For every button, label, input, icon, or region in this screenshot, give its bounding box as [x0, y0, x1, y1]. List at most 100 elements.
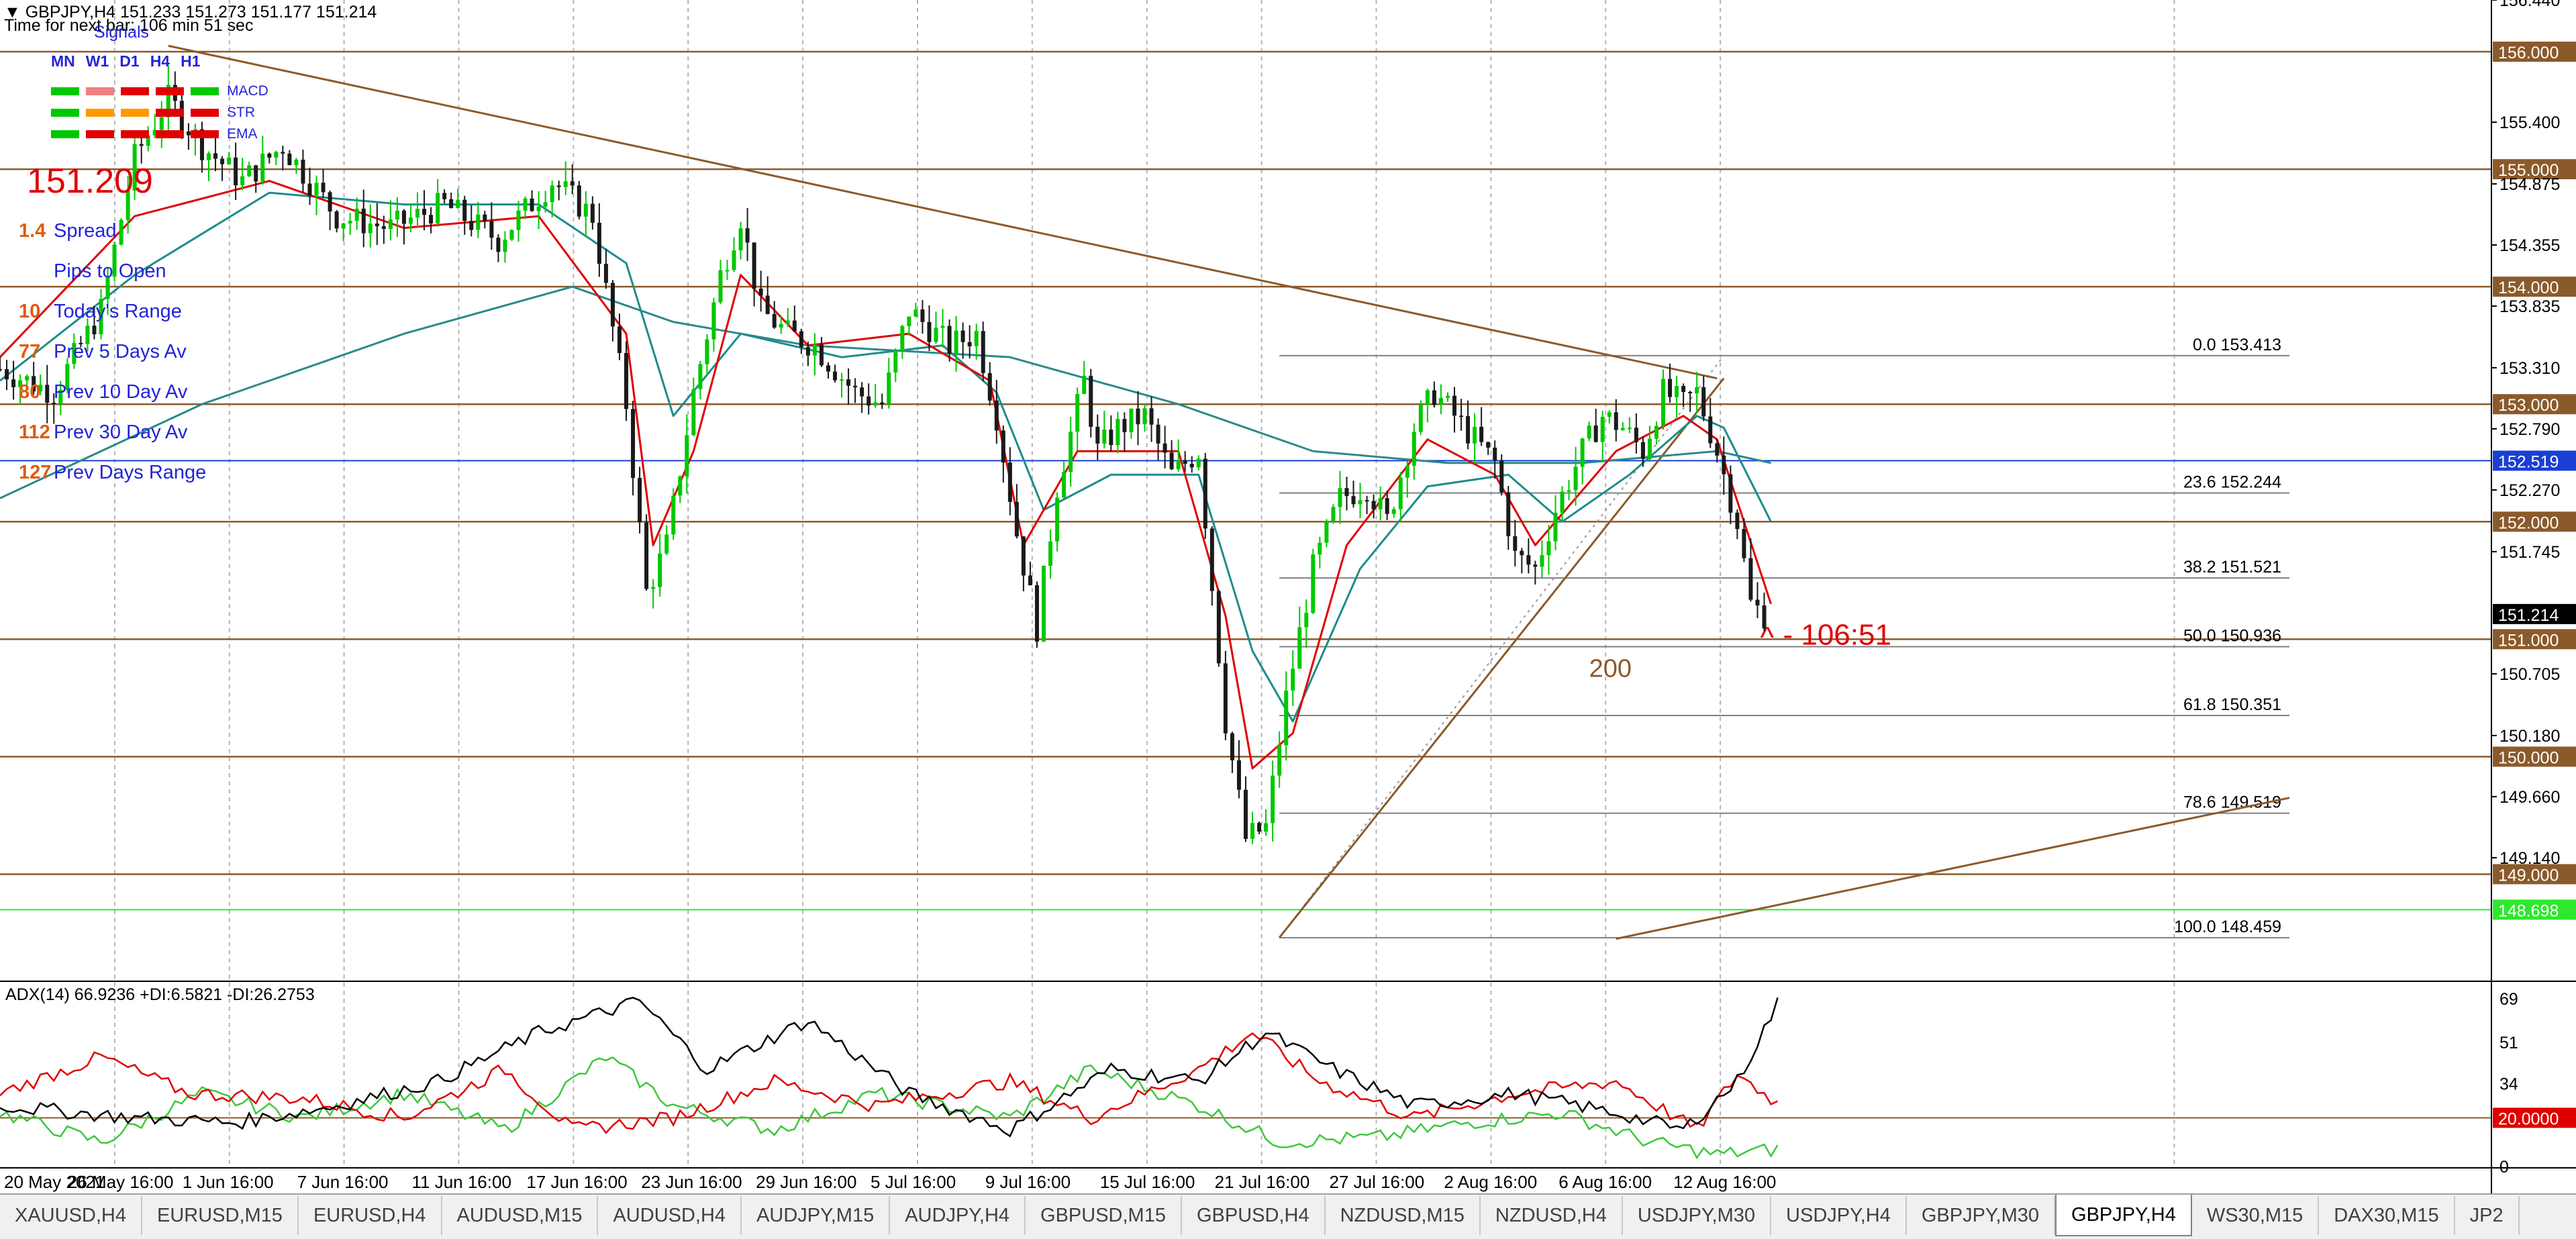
candle-body	[1600, 417, 1605, 442]
candle-body	[1378, 498, 1383, 509]
candle-body	[206, 153, 211, 160]
chart-tab[interactable]: AUDJPY,H4	[890, 1196, 1026, 1235]
candle-body	[1176, 460, 1181, 470]
signal-indicator	[51, 130, 79, 138]
candle-body	[1418, 405, 1423, 432]
stat-row: 80 Prev 10 Day Av	[19, 381, 187, 403]
candle-body	[691, 389, 696, 436]
chart-tab[interactable]: EURUSD,M15	[142, 1196, 299, 1235]
candle-body	[1183, 460, 1187, 464]
stat-label: Prev Days Range	[54, 462, 207, 483]
scale-tick-label: 155.400	[2499, 113, 2560, 132]
chart-tab[interactable]: NZDUSD,H4	[1481, 1196, 1623, 1235]
chart-tab[interactable]: XAUUSD,H4	[0, 1196, 142, 1235]
fib-anchor-line	[1279, 355, 1725, 938]
trendline[interactable]	[1616, 797, 2290, 940]
signal-indicator	[121, 130, 149, 138]
price-chart[interactable]: 0.0 153.413 23.6 152.244 38.2 151.521 50.0 …	[0, 0, 2576, 1193]
candle-body	[1351, 496, 1356, 505]
candle-body	[947, 326, 952, 354]
candle-body	[462, 199, 467, 221]
signals-timeframes: MN W1 D1 H4 H1	[51, 52, 201, 70]
chart-tab[interactable]: AUDJPY,M15	[742, 1196, 891, 1235]
signal-indicator	[121, 109, 149, 117]
chart-tab[interactable]: DAX30,M15	[2319, 1196, 2455, 1235]
candle-body	[530, 198, 534, 211]
time-axis-label: 17 Jun 16:00	[526, 1172, 627, 1192]
candle-body	[1109, 430, 1113, 446]
chart-tab[interactable]: WS30,M15	[2192, 1196, 2320, 1235]
candle-body	[1553, 512, 1558, 542]
price-scale[interactable]: 156.000 155.000 154.000 153.000 152.000 151.0…	[2491, 0, 2576, 920]
candle-body	[32, 376, 36, 392]
candle-body	[1042, 565, 1046, 642]
candle-body	[1271, 775, 1275, 824]
scale-tick-label: 151.745	[2499, 543, 2560, 562]
candle-body	[772, 313, 777, 328]
chart-tab[interactable]: AUDUSD,H4	[598, 1196, 742, 1235]
time-axis-label: 26 May 16:00	[68, 1172, 174, 1192]
candle-body	[1681, 385, 1686, 393]
candle-body	[1230, 733, 1234, 760]
stat-value: 10	[19, 301, 41, 322]
candle-body	[483, 214, 487, 221]
candle-body	[1257, 823, 1262, 832]
candle-body	[846, 379, 851, 386]
scale-tick-label: 149.660	[2499, 788, 2560, 807]
candle-body	[92, 326, 97, 335]
candle-body	[1102, 430, 1107, 444]
candle-body	[785, 320, 790, 324]
candle-body	[408, 217, 413, 224]
candle-body	[105, 277, 110, 299]
collapse-triangle-icon[interactable]: ▼	[4, 3, 26, 21]
fib-level-label: 0.0 153.413	[2193, 336, 2281, 354]
candle-body	[0, 368, 3, 370]
candle-body	[718, 270, 723, 303]
candle-body	[260, 153, 265, 182]
chart-tab[interactable]: EURUSD,H4	[299, 1196, 442, 1235]
adx-panel[interactable]: ADX(14) 66.9236 +DI:6.5821 -DI:26.2753 69…	[0, 985, 2576, 1177]
candle-body	[873, 402, 878, 406]
candle-body	[1324, 521, 1329, 543]
candle-body	[442, 193, 447, 199]
candle-body	[826, 365, 830, 372]
candle-body	[489, 221, 494, 238]
chart-tab[interactable]: AUDUSD,M15	[442, 1196, 599, 1235]
level-tag	[2493, 746, 2576, 767]
candle-body	[960, 330, 965, 342]
chart-tab[interactable]: USDJPY,M30	[1623, 1196, 1772, 1235]
signal-indicator	[156, 109, 184, 117]
candle-body	[1311, 554, 1316, 613]
chart-tab[interactable]: GBPUSD,M15	[1026, 1196, 1182, 1235]
candle-body	[139, 144, 144, 146]
adx-line	[0, 997, 1779, 1138]
candle-body	[603, 264, 608, 283]
signals-title: Signals	[94, 23, 149, 42]
candle-body	[819, 344, 824, 366]
stat-label: Spread	[54, 220, 117, 242]
trendline[interactable]	[1278, 377, 1725, 938]
candle-body	[1479, 426, 1484, 442]
stat-value: 127	[19, 462, 52, 483]
candle-body	[698, 364, 703, 389]
adx-scale-label: 51	[2499, 1034, 2518, 1052]
candle-body	[18, 380, 23, 387]
candle-body	[1445, 395, 1450, 398]
chart-tab[interactable]: GBPJPY,M30	[1907, 1196, 2056, 1235]
candle-body	[1196, 458, 1201, 468]
chart-tab[interactable]: JP2	[2455, 1196, 2520, 1235]
price-marker-label: 151.214	[2498, 606, 2559, 625]
candle-body	[1647, 438, 1652, 459]
chart-tab[interactable]: NZDUSD,M15	[1326, 1196, 1481, 1235]
chart-tab[interactable]: GBPJPY,H4	[2055, 1195, 2192, 1236]
chart-tab[interactable]: GBPUSD,H4	[1182, 1196, 1326, 1235]
signal-indicator	[191, 130, 219, 138]
candle-body	[523, 198, 528, 211]
trendline[interactable]	[168, 44, 1718, 380]
level-tag-label: 152.000	[2498, 513, 2559, 532]
chart-tab[interactable]: USDJPY,H4	[1771, 1196, 1907, 1235]
candle-body	[1189, 464, 1194, 468]
fibonacci-retracement[interactable]: 0.0 153.413 23.6 152.244 38.2 151.521 50.0 …	[1279, 336, 2290, 939]
candle-body	[234, 157, 238, 185]
